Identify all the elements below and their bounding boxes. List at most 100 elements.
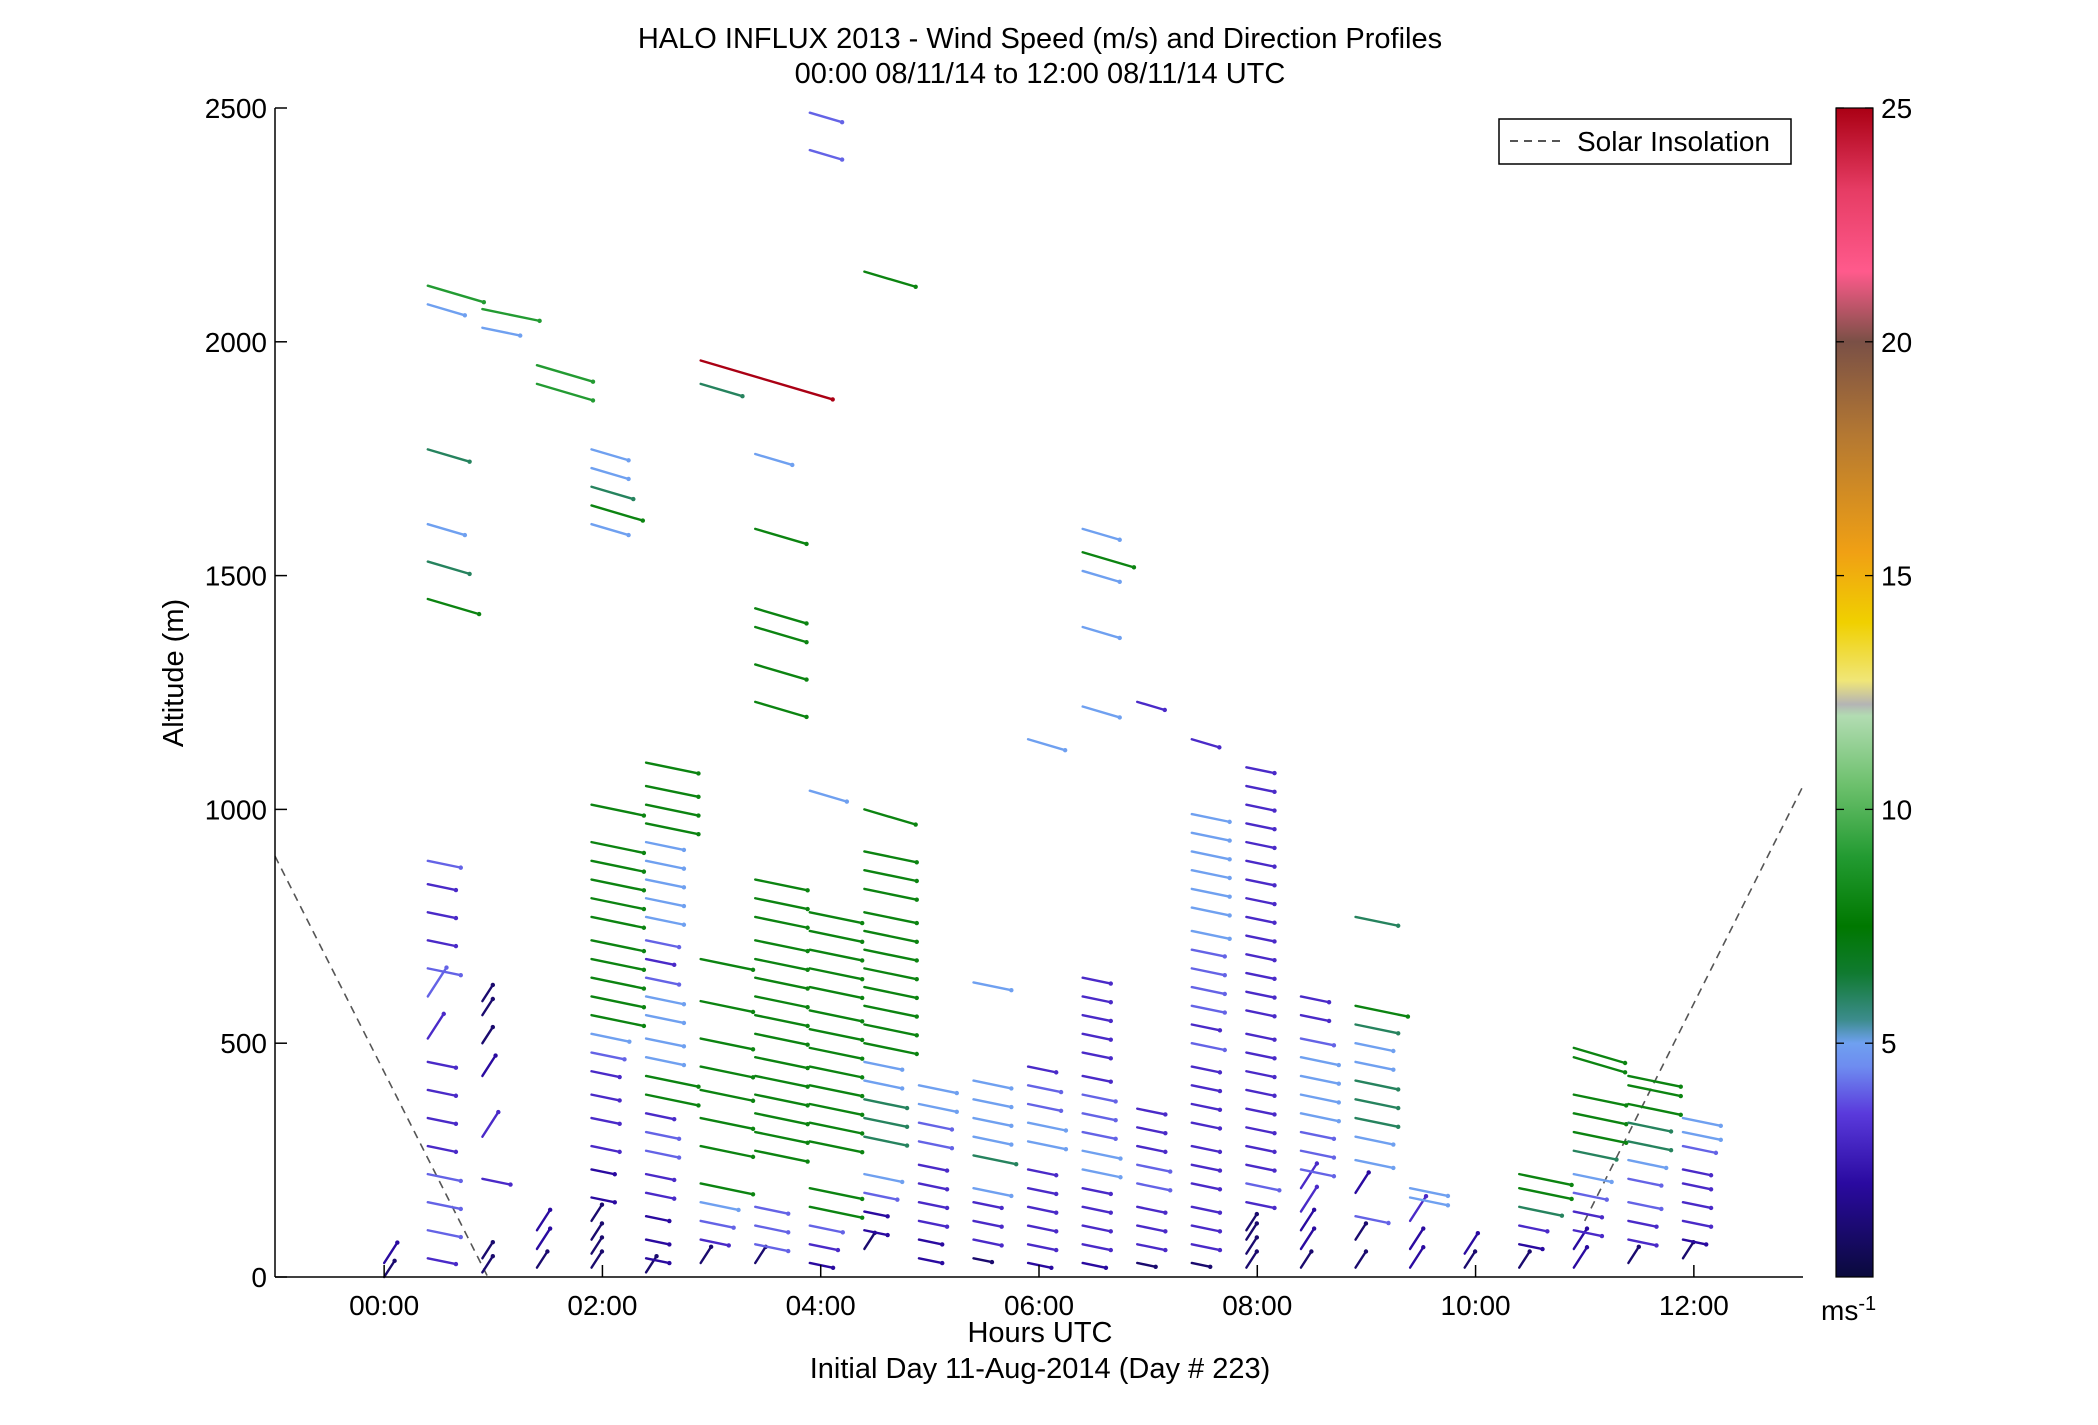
wind-vector-head [1113, 1117, 1118, 1123]
wind-vector [1245, 897, 1276, 906]
wind-vector-head [1472, 1249, 1478, 1254]
wind-vector-head [617, 1121, 622, 1127]
wind-vector-head [1131, 565, 1137, 570]
wind-vector [1136, 1126, 1167, 1135]
wind-vector-head [1058, 1108, 1064, 1113]
wind-vector [1190, 738, 1221, 749]
y-tick-label: 2000 [205, 327, 267, 358]
wind-vector-head [999, 1243, 1004, 1248]
wind-vector [481, 326, 522, 337]
wind-vector-head [1222, 1010, 1227, 1015]
wind-vector [590, 878, 646, 892]
wind-vector [1245, 990, 1276, 999]
wind-vector-head [1108, 1018, 1113, 1024]
wind-vector [863, 868, 918, 883]
wind-vector [1299, 1149, 1336, 1159]
wind-vector [808, 1121, 864, 1135]
wind-vector-head [1009, 1104, 1014, 1110]
x-tick-label: 00:00 [349, 1290, 419, 1321]
wind-vector-head [859, 1215, 865, 1220]
wind-vector [1245, 859, 1276, 868]
wind-vector [1627, 1074, 1682, 1088]
wind-vector [644, 1149, 681, 1159]
wind-vector [1081, 995, 1112, 1004]
wind-vector [1245, 1051, 1276, 1060]
wind-vector [426, 967, 462, 977]
wind-vector-head [1227, 875, 1232, 881]
wind-vector-head [859, 1019, 865, 1024]
wind-vector-head [1272, 1093, 1277, 1098]
wind-vector-head [1222, 991, 1227, 997]
wind-vector-head [859, 1037, 865, 1043]
wind-vector-head [895, 1197, 900, 1202]
wind-vector [1190, 1224, 1222, 1233]
wind-vector [972, 1154, 1018, 1166]
wind-vector [1245, 1250, 1259, 1269]
wind-vector-head [1108, 1037, 1113, 1042]
wind-vector [644, 822, 700, 836]
wind-vector-head [1208, 1264, 1213, 1269]
wind-vector-head [1678, 1093, 1683, 1099]
y-tick-label: 1000 [205, 794, 267, 825]
x-tick-label: 06:00 [1004, 1290, 1074, 1321]
wind-vector-head [1009, 988, 1014, 993]
wind-vector [590, 840, 646, 855]
wind-vector [1136, 1182, 1172, 1192]
wind-vector-head [641, 948, 647, 954]
wind-vector [1190, 985, 1226, 996]
wind-vector [1081, 1112, 1117, 1122]
wind-vector-head [839, 119, 845, 125]
wind-vector-head [1584, 1226, 1590, 1231]
x-tick-label: 04:00 [786, 1290, 856, 1321]
wind-vector-head [1009, 1123, 1014, 1129]
wind-vector [590, 915, 646, 929]
wind-vector-head [989, 1259, 995, 1265]
wind-vector-head [496, 1109, 501, 1115]
wind-vector-head [914, 1051, 919, 1057]
wind-vector-head [1272, 1037, 1277, 1042]
wind-vector [1136, 1107, 1167, 1116]
wind-vector-head [696, 771, 701, 776]
wind-vector [644, 1130, 681, 1141]
wind-vector-head [750, 1009, 756, 1015]
wind-vector [590, 995, 646, 1009]
wind-vector [863, 808, 917, 826]
wind-vector [863, 1041, 918, 1056]
wind-vector-head [490, 996, 496, 1002]
wind-vector-head [944, 1168, 950, 1173]
wind-vector-head [949, 1127, 955, 1132]
wind-vector [1572, 1246, 1589, 1269]
wind-vector-head [1545, 1229, 1550, 1234]
wind-vector [754, 1013, 809, 1028]
wind-vector-head [1222, 972, 1227, 978]
wind-vector [863, 948, 918, 962]
wind-vector-head [859, 1112, 865, 1117]
wind-vector-head [954, 1090, 959, 1096]
wind-vector [917, 1163, 949, 1172]
wind-vector-head [726, 1243, 731, 1248]
wind-vector-head [672, 1177, 677, 1183]
wind-vector [590, 485, 635, 501]
wind-vector-head [453, 1261, 459, 1267]
colorbar: 5 10 15 20 25 ms-1 [1821, 93, 1912, 1326]
wind-vector [1026, 1243, 1058, 1252]
wind-vector [1136, 1205, 1167, 1214]
wind-vector-head [547, 1226, 553, 1231]
wind-vector-head [1272, 1168, 1277, 1173]
wind-vector-head [676, 1155, 682, 1160]
wind-vector-head [885, 1214, 890, 1219]
wind-vector-head [667, 1260, 672, 1266]
wind-vector [644, 761, 700, 775]
wind-vector-head [681, 1062, 687, 1068]
wind-vector [1245, 1182, 1281, 1192]
wind-vector-head [1054, 1191, 1059, 1197]
wind-vector-head [1704, 1242, 1709, 1247]
wind-vector [917, 1140, 954, 1150]
y-tick-label: 500 [220, 1028, 267, 1059]
wind-vector-head [1713, 1150, 1719, 1156]
y-tick-label: 1500 [205, 561, 267, 592]
wind-vector-head [1272, 808, 1277, 813]
wind-vector [644, 1037, 686, 1048]
wind-vector-head [830, 397, 835, 402]
